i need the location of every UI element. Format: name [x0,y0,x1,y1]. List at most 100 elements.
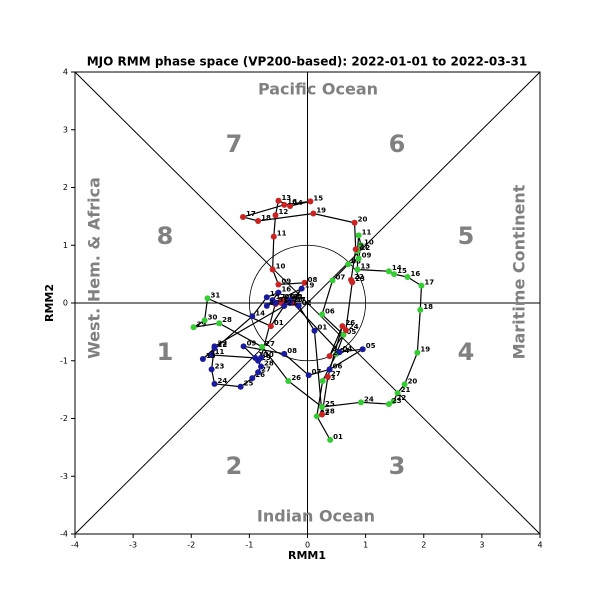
day-label: 09 [281,278,291,286]
day-label: 08 [351,257,361,265]
point [355,232,362,239]
point [239,213,246,220]
point [190,324,197,331]
point [390,398,397,405]
point [237,383,244,390]
day-label: 09 [362,252,372,260]
y-tick-label: 2 [63,183,68,192]
day-label: 11 [362,228,372,236]
point [199,356,206,363]
point [404,274,411,281]
day-label: 14 [255,309,265,317]
point [285,377,292,384]
point [385,268,392,275]
point [355,255,362,262]
day-label: 30 [264,351,274,359]
day-label: 20 [293,296,303,304]
point [255,217,262,224]
day-label: 14 [392,264,402,272]
day-label: 10 [258,351,268,359]
point [258,354,264,361]
day-label: 18 [261,214,271,222]
phase-number: 3 [389,452,406,480]
y-tick-label: -2 [60,414,68,423]
day-label: 24 [364,395,374,403]
day-label: 16 [410,270,420,278]
x-tick-label: 4 [537,541,542,550]
x-tick-label: -4 [71,541,79,550]
day-label: 28 [264,360,274,368]
day-label: 10 [276,263,286,271]
day-label: 31 [279,296,289,304]
day-label: 15 [313,194,323,202]
point [269,266,276,273]
point [275,197,282,204]
day-label: 12 [360,244,370,252]
day-label: 17 [276,293,286,301]
day-label: 29 [261,354,271,362]
chart-title: MJO RMM phase space (VP200-based): 2022-… [87,55,528,69]
point [211,343,218,350]
day-label: 01 [274,319,284,327]
day-label: 07 [335,273,345,281]
point [414,349,421,356]
day-label: 03 [293,293,303,301]
phase-number: 8 [157,222,174,250]
point [281,302,288,309]
point [401,381,408,388]
point [385,401,392,408]
point [319,377,326,384]
day-label: 29 [197,320,207,328]
day-label: 13 [281,194,291,202]
day-label: 06 [333,362,343,370]
day-label: 17 [424,279,434,287]
day-label: 22 [218,339,228,347]
y-tick-label: 1 [63,241,68,250]
point [201,317,208,324]
y-tick-label: -1 [60,356,68,365]
day-label: 26 [255,371,265,379]
point [326,353,333,360]
x-tick-label: 0 [305,541,310,550]
point [354,266,361,273]
day-label: 15 [270,290,280,298]
day-label: 02 [302,299,312,307]
trajectory [240,199,357,415]
day-label: 23 [215,362,225,370]
point [391,271,398,278]
point [211,380,218,387]
day-label: 19 [316,206,326,214]
point [326,366,333,373]
region-label: West. Hem. & Africa [85,177,104,359]
day-label: 22 [354,273,364,281]
point [349,279,356,286]
day-label: 20 [408,377,418,385]
point [345,261,352,268]
phase-number: 5 [458,222,475,250]
day-label: 27 [261,365,271,373]
region-label: Pacific Ocean [258,80,378,99]
point [298,285,305,292]
day-label: 06 [325,308,335,316]
day-label: 13 [360,263,370,271]
x-tick-label: 2 [421,541,426,550]
y-tick-label: 3 [63,125,68,134]
x-axis-label: RMM1 [288,549,326,562]
day-label: 01 [333,433,343,441]
day-label: 04 [342,345,352,353]
day-label: 08 [308,276,318,284]
point [275,281,282,288]
day-label: 16 [287,198,297,206]
point [267,323,274,330]
point [324,373,331,380]
day-label: 16 [281,286,291,294]
phase-number: 2 [226,452,243,480]
point [259,343,266,350]
point [339,323,346,330]
point [287,202,294,209]
point [307,198,314,205]
point [351,219,358,226]
day-label: 31 [211,291,221,299]
point [263,302,270,309]
